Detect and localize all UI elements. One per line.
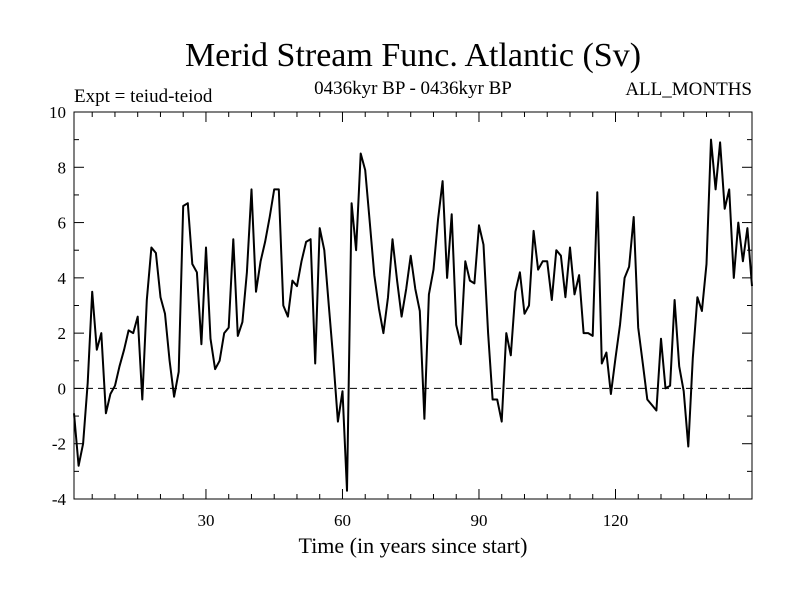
y-tick-label: -4 bbox=[52, 490, 67, 509]
months-label: ALL_MONTHS bbox=[625, 79, 752, 100]
x-tick-label: 60 bbox=[334, 511, 351, 530]
y-tick-label: 6 bbox=[58, 214, 67, 233]
y-tick-label: 2 bbox=[58, 324, 67, 343]
period-label: 0436kyr BP - 0436kyr BP bbox=[314, 78, 512, 99]
series-line bbox=[73, 138, 753, 492]
y-tick-label: 0 bbox=[58, 379, 67, 398]
chart-title: Merid Stream Func. Atlantic (Sv) bbox=[185, 37, 641, 74]
x-tick-label: 120 bbox=[603, 511, 629, 530]
x-tick-label: 30 bbox=[197, 511, 214, 530]
y-tick-label: 10 bbox=[49, 103, 66, 122]
plot-frame bbox=[73, 111, 753, 500]
x-axis-label: Time (in years since start) bbox=[299, 533, 528, 558]
y-tick-label: 4 bbox=[58, 269, 67, 288]
y-tick-label: 8 bbox=[58, 158, 67, 177]
axis-ticks bbox=[74, 111, 753, 500]
x-tick-label: 90 bbox=[470, 511, 487, 530]
y-tick-label: -2 bbox=[52, 435, 66, 454]
axis-tick-labels: 30 60 90 120 -4 -2 0 2 4 6 8 10 bbox=[49, 103, 628, 530]
experiment-label: Expt = teiud-teiod bbox=[74, 86, 213, 107]
